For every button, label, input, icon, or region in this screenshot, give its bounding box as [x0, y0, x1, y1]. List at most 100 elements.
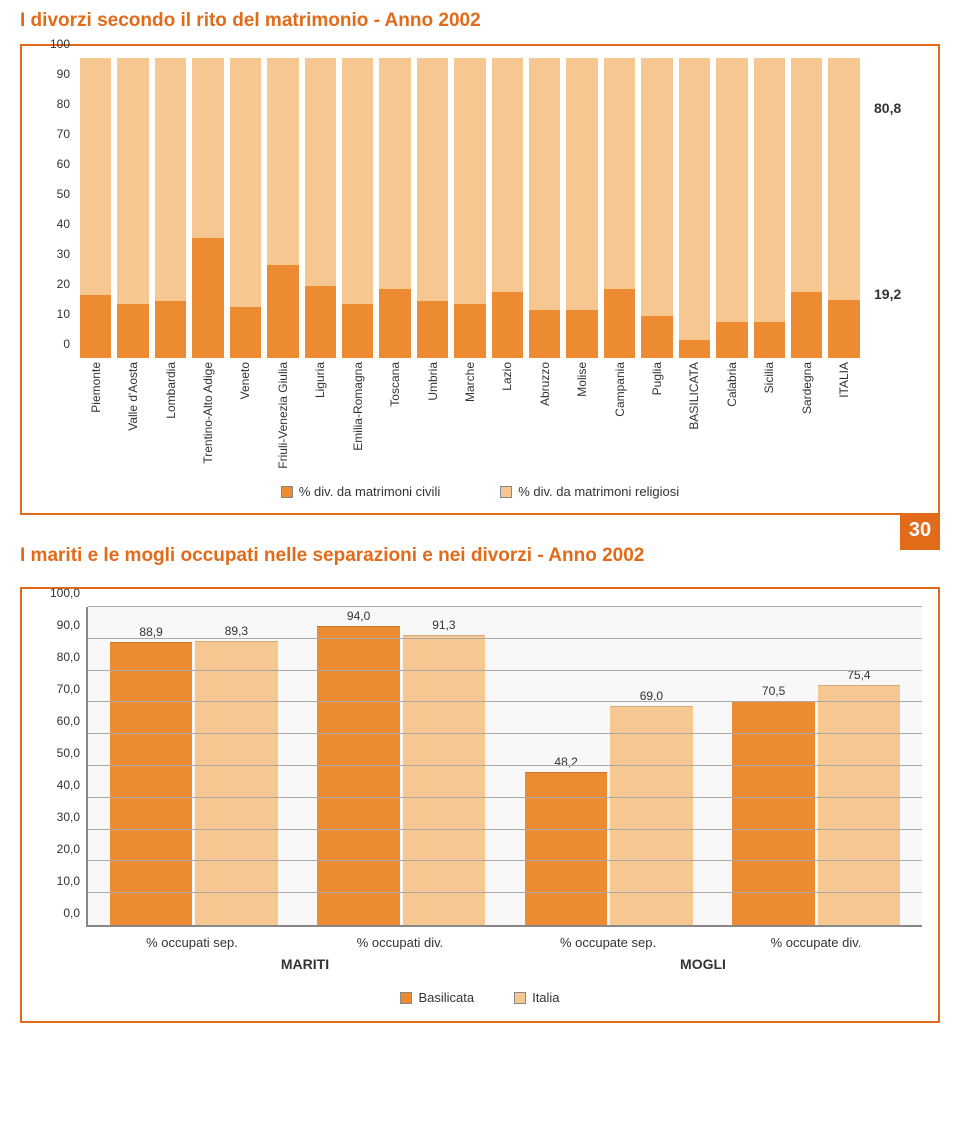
chart2-ytick: 10,0 [57, 874, 80, 888]
chart2-domain-mogli: MOGLI [504, 956, 902, 972]
chart1-seg-religiosi [529, 58, 560, 310]
chart1-seg-religiosi [454, 58, 485, 304]
chart2-xlabels: % occupati sep.% occupati div.% occupate… [86, 927, 922, 950]
chart1-category-label: Lombardia [164, 362, 178, 419]
chart2-gridline [88, 829, 922, 830]
chart1-bar-marche: Marche [454, 58, 485, 358]
legend-swatch-icon [500, 486, 512, 498]
chart1-bar-molise: Molise [566, 58, 597, 358]
chart1-category-label: Toscana [388, 362, 402, 407]
chart1-ytick: 80 [57, 97, 70, 111]
chart1-seg-civili [791, 292, 822, 358]
chart1-plot: 0102030405060708090100 PiemonteValle d'A… [76, 58, 924, 358]
chart1-bar-basilicata: BASILICATA [679, 58, 710, 358]
chart1-category-label: Campania [613, 362, 627, 417]
chart1-bar-liguria: Liguria [305, 58, 336, 358]
chart1-seg-religiosi [754, 58, 785, 322]
chart2-legend: Basilicata Italia [38, 990, 922, 1005]
chart1-seg-religiosi [267, 58, 298, 265]
chart1-seg-religiosi [604, 58, 635, 289]
chart1-bar-puglia: Puglia [641, 58, 672, 358]
chart2-gridline [88, 701, 922, 702]
chart1-ytick: 40 [57, 217, 70, 231]
chart1-category-label: Abruzzo [538, 362, 552, 406]
chart1-container: 0102030405060708090100 PiemonteValle d'A… [20, 44, 940, 515]
chart1-category-label: Umbria [426, 362, 440, 401]
chart2-ytick: 60,0 [57, 714, 80, 728]
chart1-category-label: Liguria [313, 362, 327, 398]
chart2-ytick: 30,0 [57, 810, 80, 824]
chart1-right-annotations: 80,8 19,2 [864, 58, 924, 358]
chart2-group: 88,989,3 [108, 607, 280, 925]
chart1-category-label: Friuli-Venezia Giulia [276, 362, 290, 469]
chart1-category-label: Trentino-Alto Adige [201, 362, 215, 464]
legend-label: % div. da matrimoni religiosi [518, 484, 679, 499]
chart1-bar-toscana: Toscana [379, 58, 410, 358]
chart1-category-label: ITALIA [837, 362, 851, 398]
chart2-ytick: 0,0 [63, 906, 80, 920]
chart2-bar: 94,0 [317, 626, 399, 925]
chart1-seg-civili [342, 304, 373, 358]
chart1-ytick: 20 [57, 277, 70, 291]
chart2-legend-item: Basilicata [400, 990, 474, 1005]
chart1-category-label: Molise [575, 362, 589, 397]
chart1-category-label: Veneto [238, 362, 252, 399]
chart1-bar-veneto: Veneto [230, 58, 261, 358]
chart2-xlabel: % occupate div. [730, 935, 902, 950]
chart1-bar-piemonte: Piemonte [80, 58, 111, 358]
chart1-legend: % div. da matrimoni civili % div. da matr… [36, 484, 924, 499]
chart2-gridline [88, 606, 922, 607]
chart2-legend-item: Italia [514, 990, 559, 1005]
chart2-domain-mariti: MARITI [106, 956, 504, 972]
chart1-seg-religiosi [230, 58, 261, 307]
chart2-group: 48,269,0 [523, 607, 695, 925]
page-number: 30 [900, 515, 940, 550]
chart1-seg-civili [454, 304, 485, 358]
chart1-seg-civili [267, 265, 298, 358]
chart1-seg-civili [230, 307, 261, 358]
chart1-ytick: 0 [63, 337, 70, 351]
chart2-bar: 88,9 [110, 642, 192, 925]
chart1-bar-lazio: Lazio [492, 58, 523, 358]
legend-swatch-icon [400, 992, 412, 1004]
chart2-gridline [88, 892, 922, 893]
chart2-bar-value: 94,0 [347, 609, 370, 623]
chart1-ytick: 70 [57, 127, 70, 141]
chart1-category-label: Lazio [500, 362, 514, 391]
chart1-category-label: Puglia [650, 362, 664, 395]
chart2-gridline [88, 733, 922, 734]
chart2-xlabel: % occupate sep. [522, 935, 694, 950]
chart1-bar-emilia-romagna: Emilia-Romagna [342, 58, 373, 358]
chart2-ytick: 20,0 [57, 842, 80, 856]
chart1-bar-campania: Campania [604, 58, 635, 358]
chart1-legend-item: % div. da matrimoni civili [281, 484, 440, 499]
chart1-seg-civili [566, 310, 597, 358]
chart2-bar: 75,4 [818, 685, 900, 925]
chart1-seg-civili [716, 322, 747, 358]
chart2-gridline [88, 860, 922, 861]
chart1-bar-calabria: Calabria [716, 58, 747, 358]
chart2-groups: 88,989,394,091,348,269,070,575,4 [88, 607, 922, 925]
chart1-seg-religiosi [679, 58, 710, 340]
chart1-seg-religiosi [379, 58, 410, 289]
chart2-ytick: 40,0 [57, 778, 80, 792]
chart1-seg-civili [117, 304, 148, 358]
chart1-ytick: 60 [57, 157, 70, 171]
chart1-civili-pct: 19,2 [874, 286, 901, 302]
chart2-container: 0,010,020,030,040,050,060,070,080,090,01… [20, 587, 940, 1023]
legend-swatch-icon [514, 992, 526, 1004]
legend-label: Italia [532, 990, 559, 1005]
chart1-category-label: Piemonte [89, 362, 103, 413]
chart2-ytick: 50,0 [57, 746, 80, 760]
chart1-ytick: 50 [57, 187, 70, 201]
chart1-bar-trentino-alto-adige: Trentino-Alto Adige [192, 58, 223, 358]
chart2-group: 94,091,3 [316, 607, 488, 925]
chart1-seg-civili [529, 310, 560, 358]
chart1-yaxis: 0102030405060708090100 [36, 58, 74, 358]
chart2-bar: 91,3 [403, 635, 485, 925]
chart1-bar-italia: ITALIA [828, 58, 859, 358]
chart2-gridline [88, 638, 922, 639]
legend-label: Basilicata [418, 990, 474, 1005]
chart2-ytick: 70,0 [57, 682, 80, 696]
chart1-bar-umbria: Umbria [417, 58, 448, 358]
